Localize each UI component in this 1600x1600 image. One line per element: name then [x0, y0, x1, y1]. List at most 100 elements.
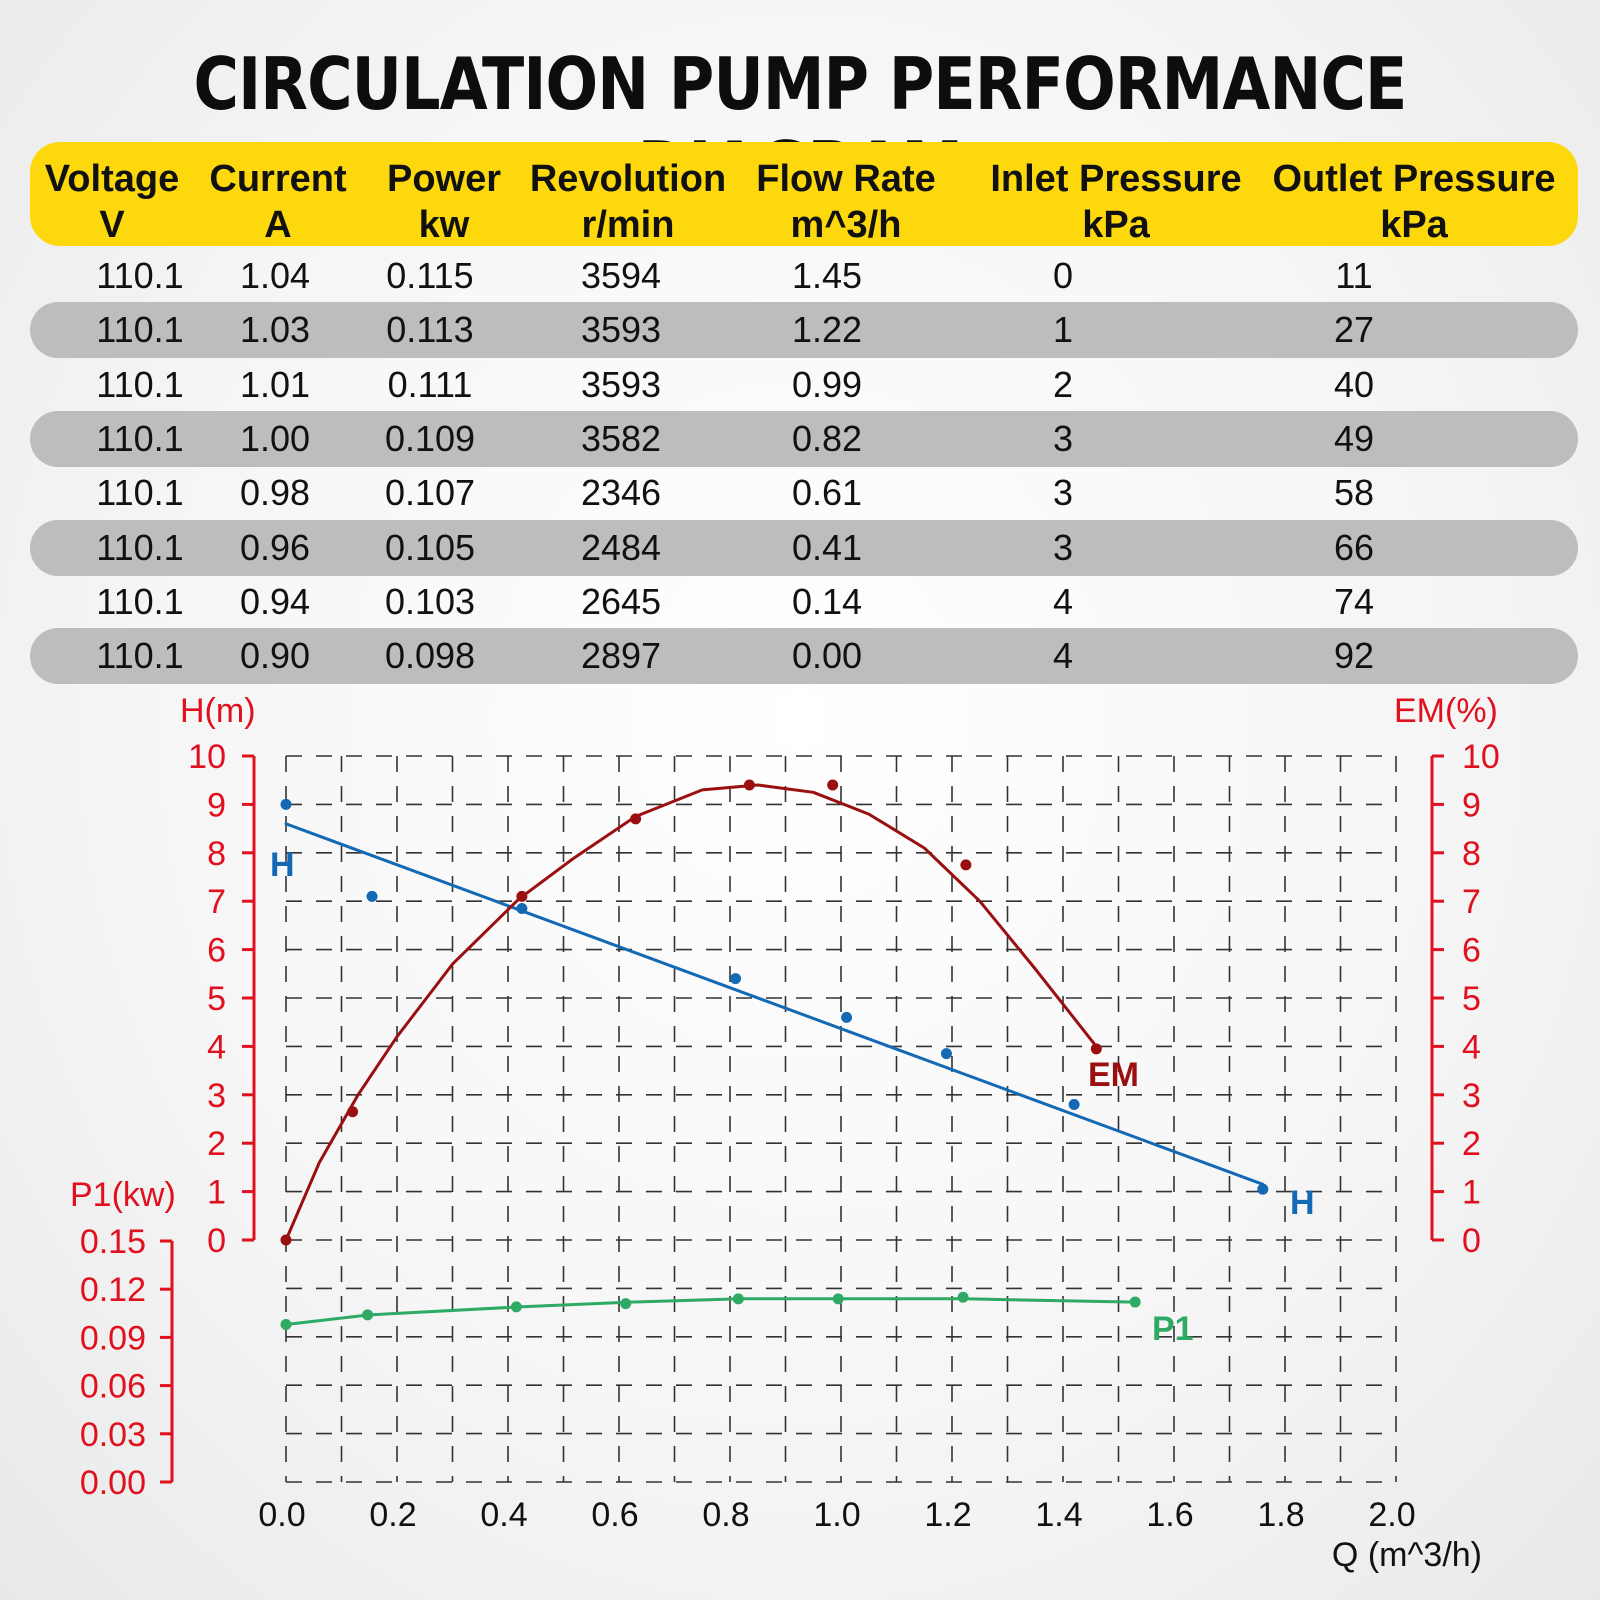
table-row: 110.1 1.01 0.111 3593 0.99 2 40 [30, 357, 1578, 413]
series-label-h-end: H [1290, 1184, 1315, 1222]
head-tick-label: 7 [207, 883, 226, 921]
cell-current: 1.01 [239, 363, 311, 405]
data-point-h [841, 1011, 853, 1023]
x-tick-label: 1.6 [1146, 1496, 1193, 1534]
data-point-h [516, 902, 528, 914]
table-row: 110.1 0.90 0.098 2897 0.00 4 92 [30, 628, 1578, 685]
power-tick-label: 0.15 [80, 1223, 146, 1261]
data-point-p1 [732, 1293, 744, 1305]
cell-flow-rate: 1.45 [791, 255, 863, 296]
data-point-p1 [510, 1301, 522, 1313]
head-tick-label: 0 [207, 1222, 226, 1260]
data-point-em [630, 813, 642, 825]
power-tick-label: 0.03 [80, 1416, 146, 1454]
cell-inlet-pressure: 4 [1052, 635, 1074, 677]
x-tick-label: 1.0 [813, 1496, 860, 1534]
em-axis-label: EM(%) [1394, 692, 1498, 730]
head-tick-label: 9 [207, 786, 226, 824]
cell-current: 0.94 [239, 580, 311, 622]
cell-voltage: 110.1 [96, 580, 184, 622]
cell-revolution: 3593 [580, 309, 662, 351]
x-tick-label: 0.6 [591, 1496, 638, 1534]
x-tick-label: 1.4 [1035, 1496, 1082, 1534]
cell-flow-rate: 0.41 [791, 526, 863, 568]
x-tick-label: 0.4 [480, 1496, 527, 1534]
data-point-p1 [280, 1319, 292, 1331]
data-point-h [940, 1048, 952, 1060]
data-point-h [280, 798, 292, 810]
em-tick-label: 2 [1462, 1125, 1481, 1163]
cell-voltage: 110.1 [96, 635, 184, 677]
data-point-em [960, 859, 972, 871]
cell-flow-rate: 0.61 [791, 472, 863, 514]
x-tick-label: 0.2 [369, 1496, 416, 1534]
chart-labels: H H EM P1 [270, 846, 1315, 1348]
em-tick-label: 8 [1462, 835, 1481, 873]
cell-power: 0.107 [384, 472, 476, 514]
cell-inlet-pressure: 0 [1052, 255, 1074, 296]
cell-voltage: 110.1 [96, 309, 184, 351]
data-point-h [1068, 1098, 1080, 1110]
cell-power: 0.098 [384, 635, 476, 677]
data-point-h [366, 890, 378, 902]
power-tick-label: 0.06 [80, 1368, 146, 1406]
cell-inlet-pressure: 2 [1052, 363, 1074, 405]
head-tick-label: 8 [207, 835, 226, 873]
power-axis-label: P1(kw) [70, 1176, 176, 1214]
x-tick-label: 1.8 [1257, 1496, 1304, 1534]
table-row: 110.1 0.94 0.103 2645 0.14 4 74 [30, 574, 1578, 630]
cell-outlet-pressure: 49 [1333, 417, 1375, 459]
column-header-inlet-pressure: Inlet Pressure kPa [990, 158, 1242, 246]
cell-current: 0.90 [239, 635, 311, 677]
cell-current: 1.04 [239, 255, 311, 296]
series-label-em: EM [1088, 1056, 1139, 1094]
cell-current: 0.96 [239, 526, 311, 568]
cell-power: 0.111 [387, 363, 473, 405]
power-tick-label: 0.00 [80, 1464, 146, 1502]
data-point-h [730, 973, 742, 985]
column-header-voltage: Voltage V [44, 158, 180, 246]
series-line-em [284, 783, 1098, 1242]
head-tick-label: 10 [188, 738, 226, 776]
data-point-em [280, 1234, 292, 1246]
em-tick-label: 7 [1462, 883, 1481, 921]
cell-revolution: 3593 [580, 363, 662, 405]
series-label-h-start: H [270, 846, 295, 884]
data-point-em [827, 779, 839, 791]
cell-voltage: 110.1 [96, 526, 184, 568]
cell-current: 1.00 [239, 417, 311, 459]
data-point-p1 [620, 1298, 632, 1310]
table-row: 110.1 1.04 0.115 3594 1.45 0 11 [30, 248, 1578, 304]
chart-axes: 0 1 2 3 4 5 6 7 8 9 10 H(m) 0 1 2 3 4 5 6 7 8 9 10 EM(%) 0.00 0.0… [70, 692, 1500, 1574]
x-axis-label: Q (m^3/h) [1332, 1536, 1482, 1574]
head-tick-label: 5 [207, 980, 226, 1018]
column-header-flow-rate: Flow Rate m^3/h [756, 158, 936, 246]
data-point-em [743, 779, 755, 791]
column-header-current: Current A [209, 158, 347, 246]
table-row: 110.1 1.03 0.113 3593 1.22 1 27 [30, 302, 1578, 359]
em-tick-label: 5 [1462, 980, 1481, 1018]
power-tick-label: 0.12 [80, 1271, 146, 1309]
em-tick-label: 4 [1462, 1028, 1481, 1066]
em-tick-label: 3 [1462, 1077, 1481, 1115]
cell-flow-rate: 1.22 [791, 309, 863, 351]
cell-power: 0.113 [386, 309, 474, 351]
cell-flow-rate: 0.99 [791, 363, 863, 405]
data-point-h [1257, 1183, 1269, 1195]
cell-outlet-pressure: 74 [1333, 580, 1375, 622]
table-row: 110.1 1.00 0.109 3582 0.82 3 49 [30, 410, 1578, 467]
cell-revolution: 2484 [580, 526, 662, 568]
head-tick-label: 3 [207, 1077, 226, 1115]
em-tick-label: 1 [1462, 1174, 1481, 1212]
cell-revolution: 2346 [580, 472, 662, 514]
cell-outlet-pressure: 11 [1335, 255, 1373, 296]
cell-power: 0.105 [384, 526, 476, 568]
cell-inlet-pressure: 3 [1052, 417, 1074, 459]
data-point-em [516, 890, 528, 902]
cell-flow-rate: 0.14 [791, 580, 863, 622]
em-tick-label: 10 [1462, 738, 1500, 776]
column-header-revolution: Revolution r/min [529, 158, 727, 246]
cell-revolution: 2645 [580, 580, 662, 622]
cell-current: 0.98 [239, 472, 311, 514]
cell-voltage: 110.1 [96, 255, 184, 296]
